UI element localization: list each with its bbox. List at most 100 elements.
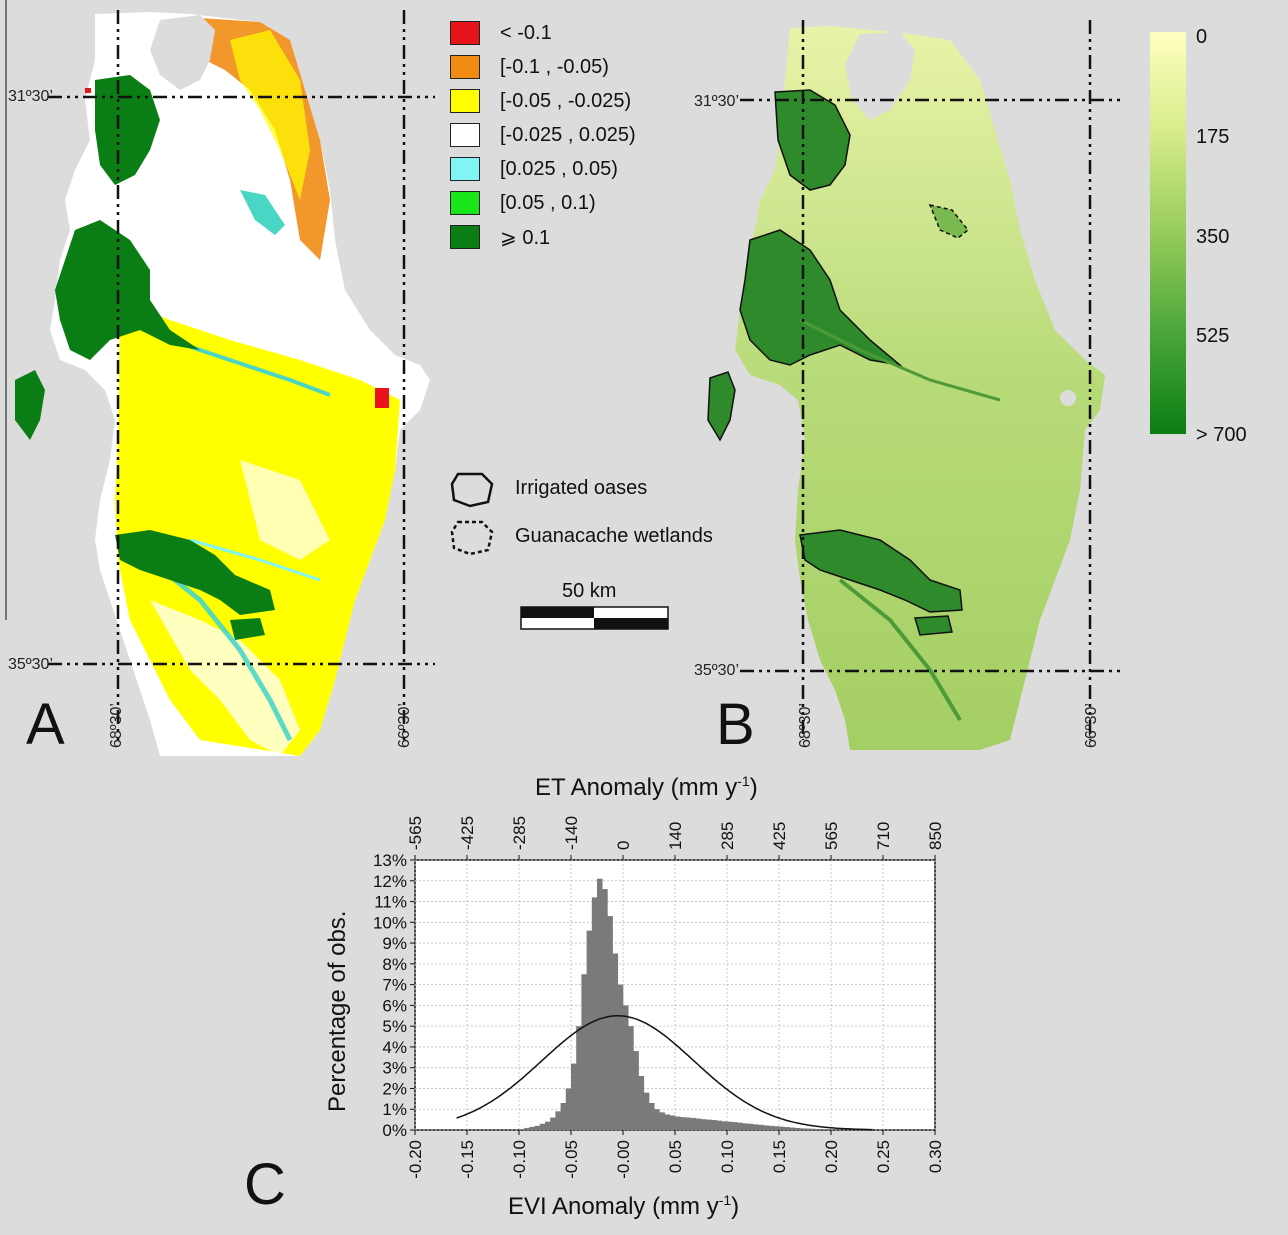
scale-bar-label: 50 km [562,580,617,602]
x2-tick-label: 565 [822,822,841,850]
x-tick-label: 0.10 [718,1140,737,1173]
histogram-bar [789,1127,795,1130]
legend-label: [-0.1 , -0.05) [500,55,609,78]
irrigated-oases-label: Irrigated oases [515,477,648,499]
et-axis-title-text: ET Anomaly (mm y [535,774,738,801]
y-tick-label: 5% [382,1017,407,1036]
histogram-bar [638,1076,645,1130]
x2-tick-label: 710 [874,822,893,850]
lon-west-label-b: 68º30’ [797,703,814,748]
x-tick-label: 0.25 [874,1140,893,1173]
scale-bar [520,606,669,630]
histogram-bar [529,1126,535,1130]
histogram-bar [560,1103,567,1130]
y-tick-label: 9% [382,934,407,953]
panel-b-letter: B [716,692,755,757]
lat-south-label-a: 35º30’ [8,656,53,673]
x2-tick-label: 425 [770,822,789,850]
x2-tick-label: 0 [614,841,633,850]
histogram-bar [519,1128,525,1130]
histogram-bar [550,1117,556,1130]
histogram-bar [820,1129,827,1130]
histogram-bar [607,916,613,1130]
legend-item: [-0.05 , -0.025) [450,88,631,114]
normal-fit-curve [456,1015,873,1131]
legend-item: [0.025 , 0.05) [450,156,618,182]
histogram-bar [695,1118,702,1130]
histogram-bar [706,1119,712,1130]
wetlands-symbol [450,520,494,556]
histogram-bar [524,1127,530,1130]
lat-north-label-b: 31º30’ [694,93,739,110]
histogram-bar [805,1128,811,1130]
legend-swatch [450,55,480,79]
histogram-bar [758,1124,764,1130]
lat-south-label-b: 35º30’ [694,662,739,679]
histogram-bar [747,1123,754,1130]
panel-c-letter: C [244,1152,286,1217]
histogram-bar [633,1051,639,1130]
legend-label: ⩾ 0.1 [500,226,551,249]
histogram-bar [539,1123,546,1130]
y-tick-label: 13% [373,851,407,870]
y-axis-title: Percentage of obs. [324,910,351,1112]
panel-b-map [707,20,1125,750]
y-tick-label: 12% [373,872,407,891]
lat-north-label-a: 31º30’ [8,88,53,105]
histogram-bar [602,889,608,1130]
histogram-bar [581,974,587,1130]
legend-item: ⩾ 0.1 [450,224,550,250]
legend-swatch [450,157,480,181]
histogram-bar [753,1124,759,1130]
x-tick-label: 0.30 [926,1140,945,1173]
x-tick-label: -0.10 [510,1140,529,1179]
histogram-bar [628,1026,634,1130]
histogram-bar [664,1114,671,1130]
x-tick-label: 0.20 [822,1140,841,1173]
histogram-bar [716,1120,723,1130]
x2-tick-label: 140 [666,822,685,850]
evi-axis-title-sup: -1 [718,1192,732,1208]
histogram-bar [669,1115,676,1130]
panel-a-map [5,0,435,756]
lon-east-label-b: 66º30’ [1083,703,1100,748]
y-tick-label: 4% [382,1038,407,1057]
histogram-bar [680,1117,686,1130]
histogram-bar [534,1125,541,1130]
irrigated-oases-symbol [450,472,494,508]
colorbar-label-3: 525 [1196,325,1230,347]
histogram-bar [773,1126,780,1130]
evi-axis-title-text: EVI Anomaly (mm y [508,1193,719,1220]
histogram-bar [721,1121,728,1130]
et-axis-title-close: ) [749,774,758,801]
colorbar-label-0: 0 [1196,26,1208,48]
y-tick-label: 0% [382,1121,407,1140]
legend-swatch [450,89,480,113]
et-axis-title: ET Anomaly (mm y-1) [535,773,758,802]
histogram-bar [591,897,598,1130]
histogram-bar [825,1129,832,1130]
legend-swatch [450,191,480,215]
colorbar-label-4: > 700 [1196,424,1247,446]
x2-tick-label: -565 [406,816,425,850]
et-axis-title-sup: -1 [737,773,750,789]
x2-tick-label: -425 [458,816,477,850]
x-tick-label: -0.00 [614,1140,633,1179]
histogram-bar [545,1121,551,1130]
legend-item: [0.05 , 0.1) [450,190,596,216]
histogram-bar [643,1092,650,1130]
y-tick-label: 10% [373,913,407,932]
histogram-bar [701,1119,707,1130]
panel-a-letter: A [26,692,65,757]
y-tick-label: 7% [382,976,407,995]
histogram-bar [597,878,603,1130]
histogram-bar [565,1088,572,1130]
legend-label: [0.05 , 0.1) [500,191,596,214]
histogram-bar [779,1126,785,1130]
histogram-bar [768,1125,775,1130]
x-tick-label: -0.05 [562,1140,581,1179]
histogram-chart: 0% 1% 2%3% 4% 5% 6%7% 8% 9% 10%11% 12% 13% -0.20 -56… [373,816,945,1179]
lon-east-label-a: 66º30’ [396,703,413,748]
y-tick-label: 2% [382,1079,407,1098]
y-tick-label: 8% [382,955,407,974]
